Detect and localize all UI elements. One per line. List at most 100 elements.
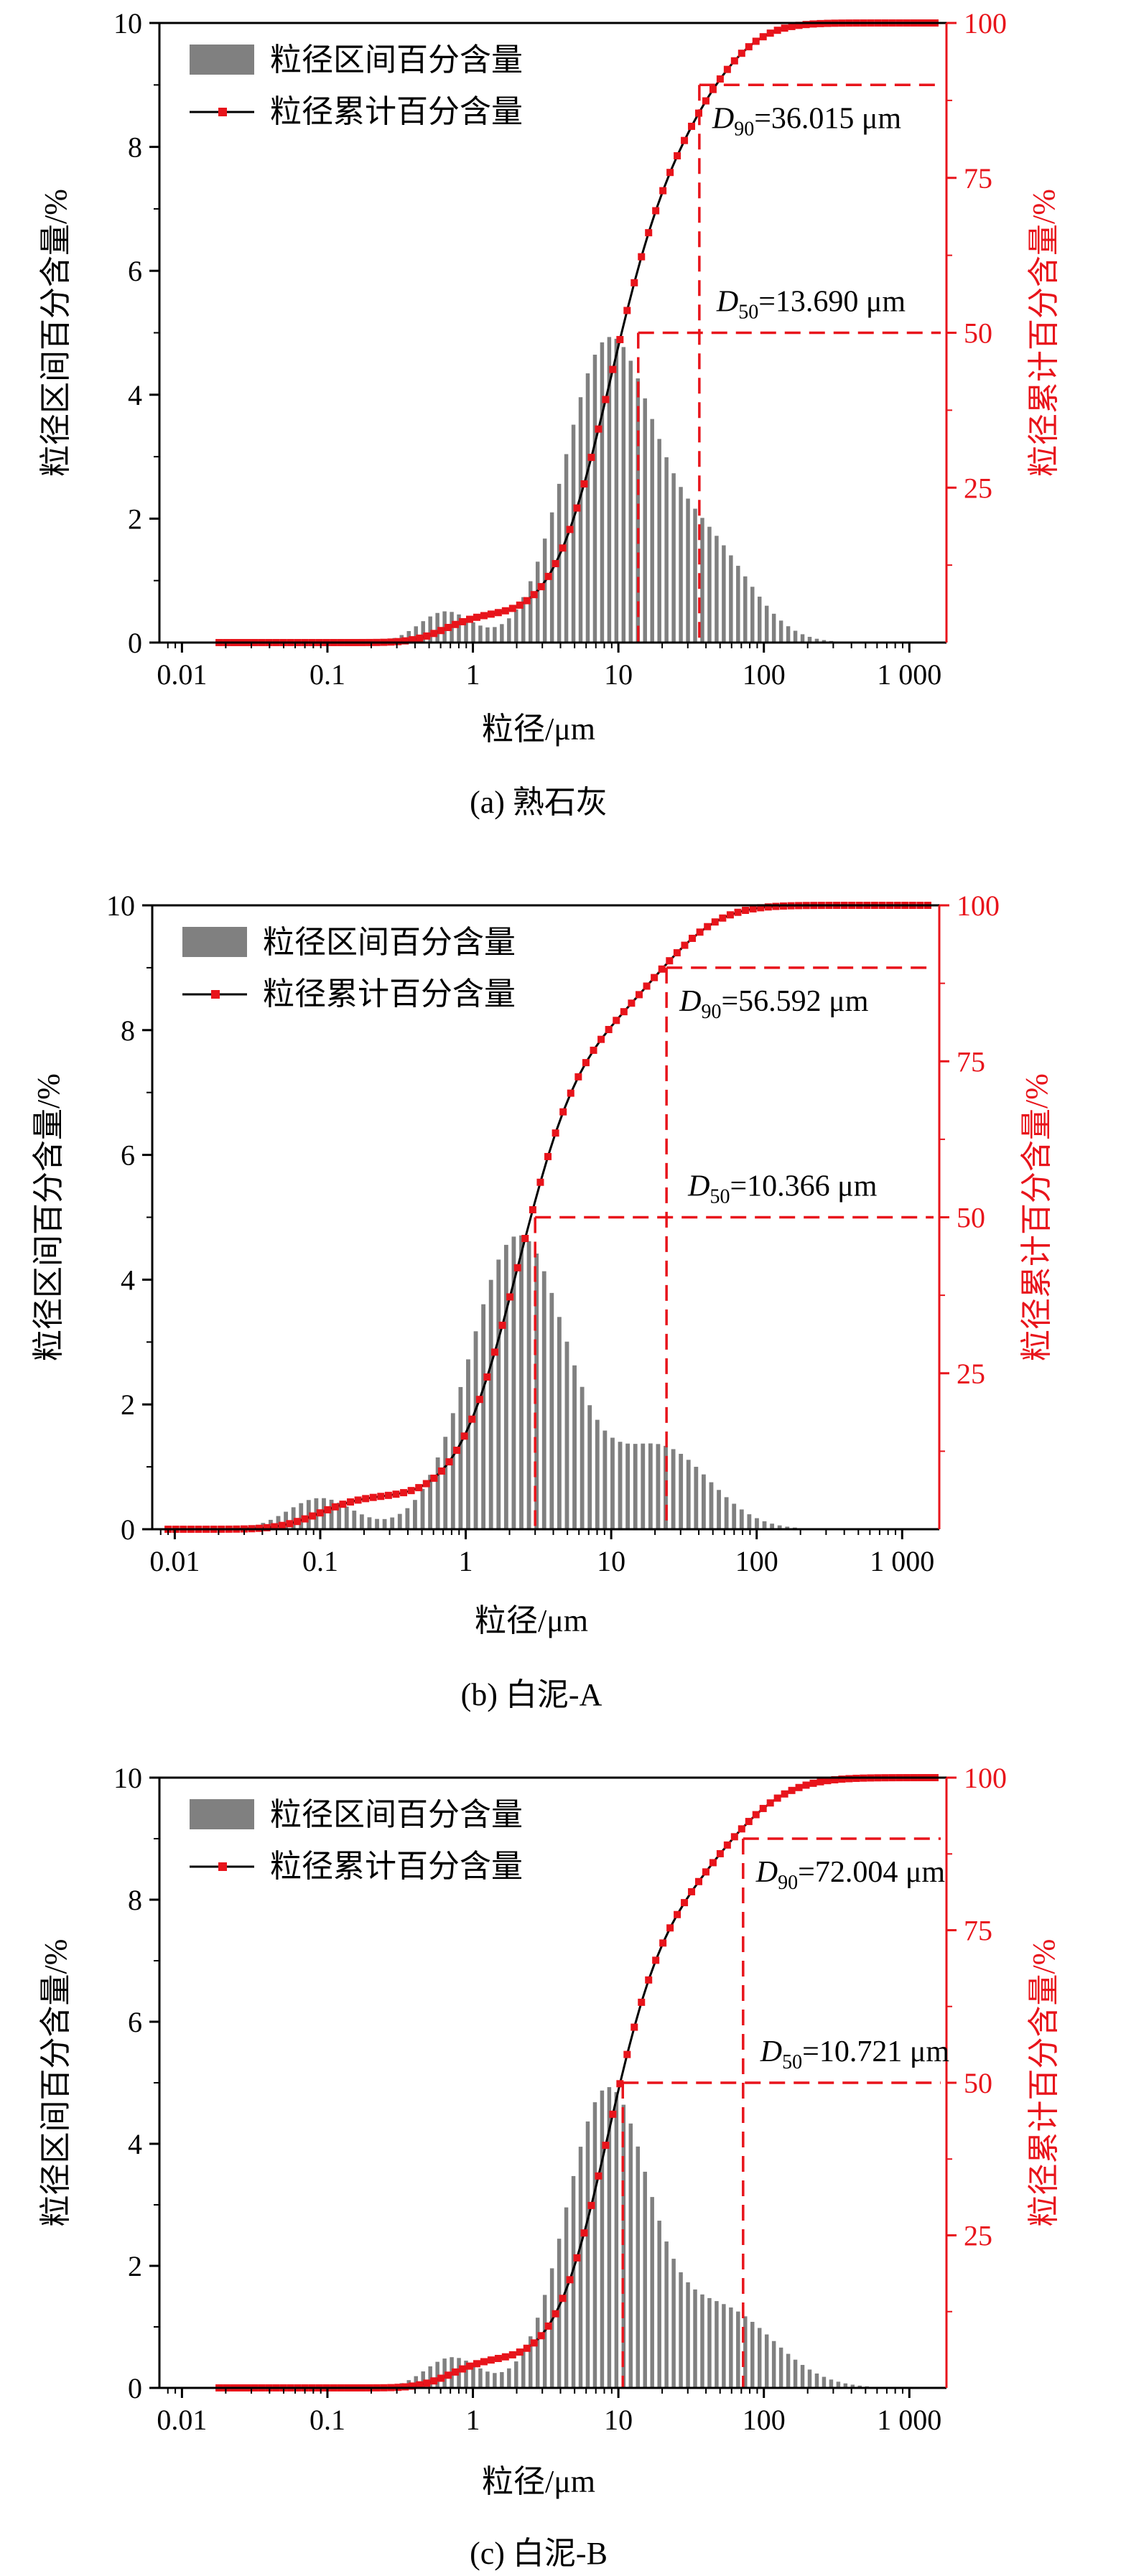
y-right-tick-label: 100: [964, 7, 1007, 39]
bar: [466, 1359, 470, 1529]
bar: [592, 2102, 597, 2388]
bar: [464, 2361, 468, 2388]
y-left-tick-label: 10: [113, 7, 142, 39]
bar: [722, 545, 726, 643]
cumulative-point: [430, 630, 438, 638]
bar: [580, 1386, 585, 1529]
bar: [664, 457, 669, 643]
cumulative-point: [508, 2351, 516, 2358]
cumulative-point: [738, 50, 745, 57]
bar: [757, 2328, 762, 2388]
y-right-tick-label: 50: [964, 2067, 992, 2099]
cumulative-point: [416, 2381, 424, 2389]
bar: [736, 2311, 740, 2388]
cumulative-point: [369, 1493, 377, 1501]
y-right-tick-label: 50: [964, 317, 992, 350]
bar: [507, 618, 511, 643]
bar: [253, 1525, 258, 1529]
bar: [679, 487, 683, 643]
y-left-tick-label: 2: [128, 2250, 142, 2282]
bar: [694, 1467, 699, 1529]
cumulative-point: [573, 2254, 581, 2262]
cumulative-point: [430, 1474, 438, 1482]
bar: [836, 2381, 841, 2388]
cumulative-point: [616, 335, 624, 343]
bar: [500, 2372, 504, 2388]
y-left-tick-label: 8: [121, 1014, 135, 1047]
cumulative-point: [651, 974, 659, 981]
bar: [633, 1444, 638, 1529]
cumulative-point: [666, 169, 674, 177]
bar: [457, 614, 461, 643]
bar: [471, 2364, 475, 2388]
cumulative-point: [752, 37, 760, 45]
bar: [628, 2123, 633, 2388]
bar: [701, 1474, 706, 1529]
cumulative-point: [595, 2172, 602, 2180]
y-right-tick-label: 25: [964, 2220, 992, 2252]
bar: [493, 2373, 497, 2388]
cumulative-point: [759, 1804, 767, 1812]
y-left-axis-title: 粒径区间百分含量/%: [38, 1939, 73, 2227]
x-tick-label: 10: [597, 1545, 625, 1577]
legend-label-bar: 粒径区间百分含量: [270, 1797, 523, 1832]
cumulative-point: [638, 253, 646, 261]
cumulative-point: [659, 187, 667, 195]
y-left-tick-label: 4: [121, 1264, 135, 1296]
bar: [757, 597, 762, 643]
cumulative-point: [559, 544, 567, 552]
bar: [643, 398, 647, 643]
cumulative-point: [392, 1490, 400, 1498]
bar: [420, 1488, 425, 1529]
cumulative-point: [688, 122, 696, 130]
cumulative-point: [423, 632, 431, 640]
bar: [636, 2146, 641, 2388]
bar: [541, 1271, 546, 1529]
cumulative-point: [638, 1998, 646, 2006]
bar: [600, 342, 605, 643]
legend-bar-swatch: [182, 927, 247, 957]
bar: [600, 2090, 605, 2388]
bar: [587, 1405, 592, 1529]
bar: [736, 566, 740, 643]
cumulative-point: [508, 605, 516, 612]
bar: [829, 2379, 834, 2388]
cumulative-point: [802, 1781, 810, 1789]
bar: [443, 1437, 448, 1529]
bar: [717, 1490, 721, 1529]
bar: [614, 338, 619, 643]
bar-series-c: [220, 2087, 934, 2388]
bar: [428, 1475, 432, 1529]
cumulative-point: [694, 1877, 702, 1885]
bar: [686, 2282, 690, 2388]
cumulative-point: [749, 905, 757, 913]
guide-lines-a: [637, 83, 941, 643]
cumulative-point: [559, 2295, 567, 2302]
x-tick-label: 10: [604, 2404, 633, 2436]
y-left-axis-title: 粒径区间百分含量/%: [31, 1073, 66, 1361]
bar: [648, 1443, 653, 1529]
cumulative-point: [530, 591, 538, 599]
bar: [739, 1509, 744, 1529]
bar: [715, 536, 719, 643]
cumulative-point: [609, 2110, 617, 2118]
cumulative-point: [460, 1432, 468, 1440]
chart-panel-c: 0.01 0.1 1 10 100 1 000 0 2 4 6 8 10 25 50 75 100 粒径区间百分…: [38, 1762, 1061, 2571]
bar: [800, 2364, 805, 2388]
y-left-tick-label: 4: [128, 379, 142, 411]
bar: [496, 1259, 501, 1529]
cumulative-point: [516, 601, 524, 609]
cumulative-point: [452, 620, 460, 628]
cumulative-point: [416, 634, 424, 642]
bar: [786, 2353, 791, 2388]
bar: [382, 1518, 387, 1529]
bar: [693, 508, 697, 643]
bar: [514, 2361, 518, 2388]
bar: [471, 622, 475, 643]
bar: [657, 2221, 661, 2388]
legend-label-bar: 粒径区间百分含量: [270, 42, 523, 78]
y-right-axis-title: 粒径累计百分含量/%: [1026, 189, 1061, 477]
bar: [650, 419, 654, 643]
cumulative-point: [673, 949, 681, 957]
